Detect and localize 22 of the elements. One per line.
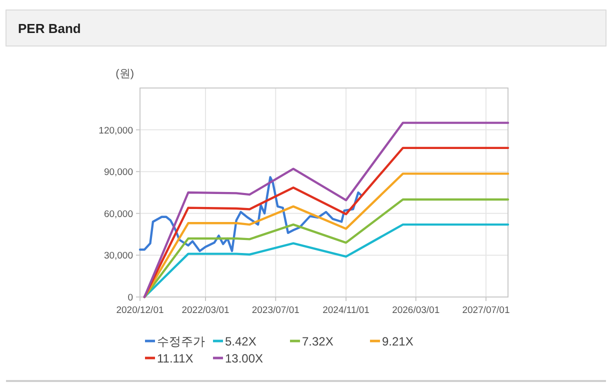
x-tick-label: 2023/07/01 [252, 305, 300, 316]
legend-label: 수정주가 [157, 334, 205, 348]
x-tick-label: 2024/11/01 [322, 305, 370, 316]
line-series [138, 176, 362, 252]
x-tick-label: 2026/03/01 [392, 305, 440, 316]
legend-label: 13.00X [225, 352, 264, 366]
y-tick-label: 90,000 [104, 167, 133, 178]
x-tick-label: 2020/12/01 [116, 305, 164, 316]
line-series [143, 223, 510, 298]
y-tick-label: 30,000 [104, 250, 133, 262]
chart-title: PER Band [18, 21, 81, 36]
y-tick-label: 120,000 [98, 125, 133, 136]
legend-label: 5.42X [225, 334, 256, 348]
y-axis-title: (원) [116, 68, 134, 80]
legend-label: 9.21X [382, 334, 414, 348]
x-tick-label: 2027/07/01 [462, 305, 510, 316]
line-series [143, 198, 510, 298]
x-tick-label: 2022/03/01 [182, 305, 230, 316]
legend-label: 11.11X [157, 352, 194, 366]
legend-label: 7.32X [302, 334, 334, 348]
y-tick-label: 60,000 [104, 208, 133, 220]
y-tick-label: 0 [128, 292, 133, 304]
